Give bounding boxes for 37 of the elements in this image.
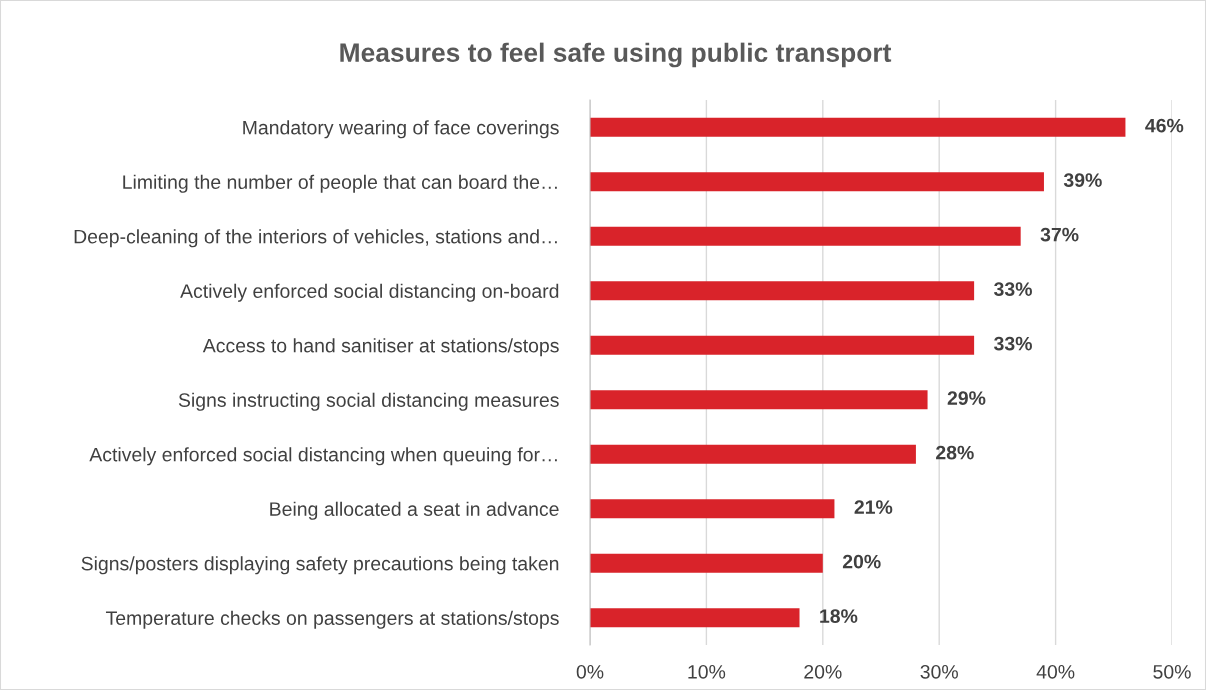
y-tick-label: Signs instructing social distancing measures: [178, 392, 559, 411]
y-tick-label: Signs/posters displaying safety precautions being taken: [81, 556, 559, 575]
data-label: 20%: [842, 554, 881, 569]
bar: [590, 281, 975, 301]
x-tick-label: 30%: [920, 664, 958, 679]
data-label: 18%: [820, 609, 858, 623]
y-tick-label: Mandatory wearing of face coverings: [243, 120, 559, 139]
y-tick-label: Deep-cleaning of the interiors of vehicles, stations and…: [74, 229, 557, 248]
y-tick-label: Actively enforced social distancing when queuing for…: [89, 447, 557, 466]
bar: [590, 390, 928, 410]
x-tick-label: 10%: [688, 664, 726, 679]
bar: [590, 444, 916, 464]
bar: [590, 335, 975, 355]
data-label: 33%: [994, 282, 1032, 296]
data-label: 29%: [947, 391, 986, 405]
data-label: 46%: [1145, 118, 1184, 133]
bar: [590, 172, 1044, 192]
y-tick-label: Actively enforced social distancing on-board: [180, 283, 559, 302]
x-tick-label: 40%: [1036, 664, 1075, 679]
x-tick-label: 50%: [1153, 664, 1191, 679]
y-tick-label: Being allocated a seat in advance: [270, 501, 559, 520]
bar: [590, 117, 1126, 137]
chart-title: Measures to feel safe using public transport: [340, 42, 892, 68]
data-label: 28%: [936, 445, 974, 460]
data-label: 21%: [854, 500, 893, 514]
data-label: 39%: [1063, 173, 1102, 187]
x-tick-label: 0%: [576, 664, 604, 679]
x-tick-label: 20%: [804, 664, 842, 679]
data-label: 33%: [994, 336, 1032, 351]
bar: [590, 499, 835, 519]
bar: [590, 608, 800, 628]
y-tick-label: Temperature checks on passengers at stations/stops: [105, 610, 559, 629]
bar: [590, 226, 1021, 246]
y-tick-label: Limiting the number of people that can board the…: [123, 174, 557, 193]
y-tick-label: Access to hand sanitiser at stations/stops: [202, 338, 559, 357]
bar: [590, 553, 823, 573]
data-label: 37%: [1040, 227, 1079, 242]
